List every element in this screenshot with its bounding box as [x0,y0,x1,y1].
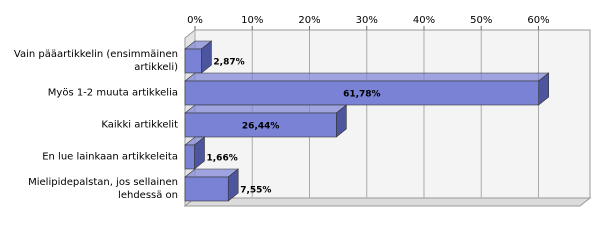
chart: 0% 10% 20% 30% 40% 50% 60% 2,87% 61,78% 26,44% 1,6… [13,15,592,208]
x-tick-label: 30% [356,15,378,26]
x-tick-label: 40% [413,15,435,26]
value-label: 2,87% [213,58,244,68]
bar [184,104,348,138]
x-tick-label: 60% [527,15,549,26]
bar-front [184,80,539,106]
bar-top [184,104,348,114]
category-label: Mielipidepalstan, jos sellainen lehdessä… [28,177,178,201]
value-label: 26,44% [242,122,280,132]
bar-front [184,176,229,202]
bar-front [184,48,202,74]
bar [184,40,213,74]
category-label: Vain pääartikkelin (ensimmäinen artikkel… [13,49,178,73]
plot: 0% 10% 20% 30% 40% 50% 60% 2,87% 61,78% 26,44% 1,6… [183,15,592,208]
bar-front [184,144,195,170]
bar [184,168,240,202]
category-label: En lue lainkaan artikkeleita [42,151,178,163]
value-label: 7,55% [240,186,271,196]
category-label: Kaikki artikkelit [101,119,178,131]
x-tick-label: 0% [187,15,203,26]
floor [183,197,592,207]
x-tick-label: 20% [298,15,320,26]
category-label: Myös 1-2 muuta artikkelia [47,87,178,99]
x-tick-label: 50% [470,15,492,26]
bar [184,72,550,106]
value-label: 1,66% [207,154,238,164]
bar-front [184,112,337,138]
x-tick-label: 10% [241,15,263,26]
bar-top [184,72,550,82]
bar [184,136,206,170]
value-label: 61,78% [343,90,381,100]
